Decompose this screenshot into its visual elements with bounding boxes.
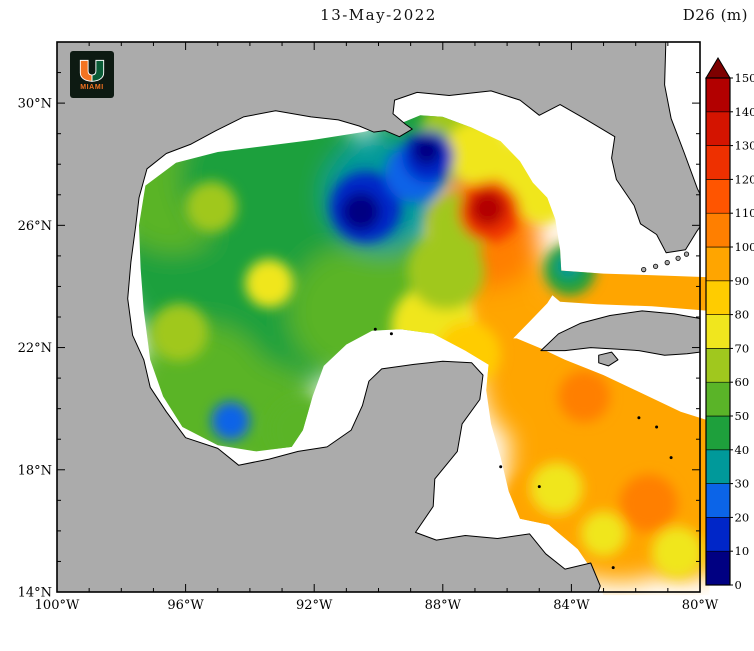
small-island-dot (611, 566, 615, 570)
land-cuba (540, 310, 700, 356)
colorbar-band (705, 77, 731, 113)
colorbar-band (705, 449, 731, 484)
colorbar-frame (705, 77, 731, 586)
field-blob-sw-yellow-spot (150, 303, 209, 362)
colorbar-band (705, 246, 731, 282)
land-isla-de-la-juventud (598, 351, 619, 367)
colorbar-tick-label: 20 (735, 510, 750, 524)
x-tick-label: 88°W (425, 598, 462, 613)
small-island-dot (637, 416, 641, 420)
colorbar-tick-label: 50 (735, 409, 750, 423)
field-blob-carib-deep-orange-2 (558, 370, 610, 423)
x-tick-label: 96°W (167, 598, 204, 613)
small-island-dot (499, 465, 503, 469)
small-island-dot (373, 327, 377, 331)
colorbar-band (705, 212, 731, 248)
colorbar-tick-label: 60 (735, 375, 750, 389)
colorbar-band (705, 111, 731, 146)
field-blob-cold-ne-navy (412, 136, 442, 165)
y-tick-label: 22°N (18, 341, 52, 356)
x-tick-label: 100°W (35, 598, 80, 613)
y-tick-label: 18°N (18, 463, 52, 478)
colorbar-band (705, 280, 731, 315)
field-blob-carib-yellow-3 (651, 526, 704, 578)
miami-u-left-half (79, 59, 93, 82)
logo-miami-text: MIAMI (80, 84, 104, 91)
field-blob-west-yellow-spot (245, 259, 294, 308)
miami-u-right-half (91, 59, 105, 82)
x-tick-label: 84°W (553, 598, 590, 613)
y-tick-label: 14°N (18, 586, 52, 601)
colorbar-band (705, 314, 731, 349)
colorbar-tick-label: 140 (735, 105, 754, 119)
colorbar-tick-label: 90 (735, 274, 750, 288)
field-blob-campeche-teal-spot (211, 401, 250, 441)
field-blob-warm-eddy-core (470, 190, 506, 227)
colorbar-band (705, 483, 731, 518)
x-tick-label: 92°W (296, 598, 333, 613)
colorbar-tick-label: 120 (735, 172, 754, 186)
colorbar: 0 10 20 30 40 50 60 70 80 90 100 110 120 130 140 150 (705, 57, 754, 592)
field-blob-nw-yellow-spot (185, 181, 237, 233)
land-north-america-mexico (57, 42, 700, 592)
axis-labels: 100°W 96°W 92°W 88°W 84°W 80°W 14°N 18°N 22°N 26°… (18, 97, 719, 613)
field-blob-carib-yellow-1 (531, 462, 583, 514)
miami-u-icon (79, 59, 105, 82)
field-blob-cold-core-navy (341, 192, 381, 231)
colorbar-band (705, 415, 731, 451)
florida-keys-island (683, 251, 690, 257)
colorbar-band (705, 517, 731, 552)
date-title: 13-May-2022 (320, 6, 437, 24)
y-tick-label: 30°N (18, 97, 52, 112)
axis-ticks (56, 41, 701, 593)
colorbar-tick-label: 40 (735, 443, 750, 457)
small-island-dot (669, 456, 673, 460)
colorbar-band (705, 348, 731, 383)
colorbar-tick-label: 150 (735, 71, 754, 85)
university-of-miami-logo: MIAMI (70, 51, 114, 98)
variable-label: D26 (m) (682, 6, 748, 24)
small-island-dot (537, 485, 541, 489)
small-island-dot (655, 425, 659, 429)
colorbar-band (705, 145, 731, 180)
field-blob-carib-deep-orange-1 (619, 474, 678, 533)
colorbar-band (705, 179, 731, 214)
florida-keys-island (652, 263, 659, 269)
florida-keys-island (675, 255, 681, 261)
colorbar-tick-label: 130 (735, 139, 754, 153)
colorbar-tick-label: 70 (735, 341, 750, 355)
colorbar-band (705, 550, 731, 586)
small-island-dot (389, 332, 393, 336)
florida-keys-island (664, 259, 670, 266)
x-tick-label: 80°W (682, 598, 719, 613)
colorbar-tick-label: 80 (735, 308, 750, 322)
field-blob-carib-yellow-2 (581, 511, 626, 557)
florida-keys-island (641, 266, 647, 273)
colorbar-tick-label: 100 (735, 240, 754, 254)
colorbar-band (705, 381, 731, 417)
colorbar-tick-label: 30 (735, 477, 750, 491)
land-layer (57, 42, 700, 592)
y-tick-label: 26°N (18, 219, 52, 234)
colorbar-tick-label: 10 (735, 544, 750, 558)
colorbar-tick-label: 110 (735, 206, 754, 220)
colorbar-tick-label: 0 (735, 578, 742, 592)
